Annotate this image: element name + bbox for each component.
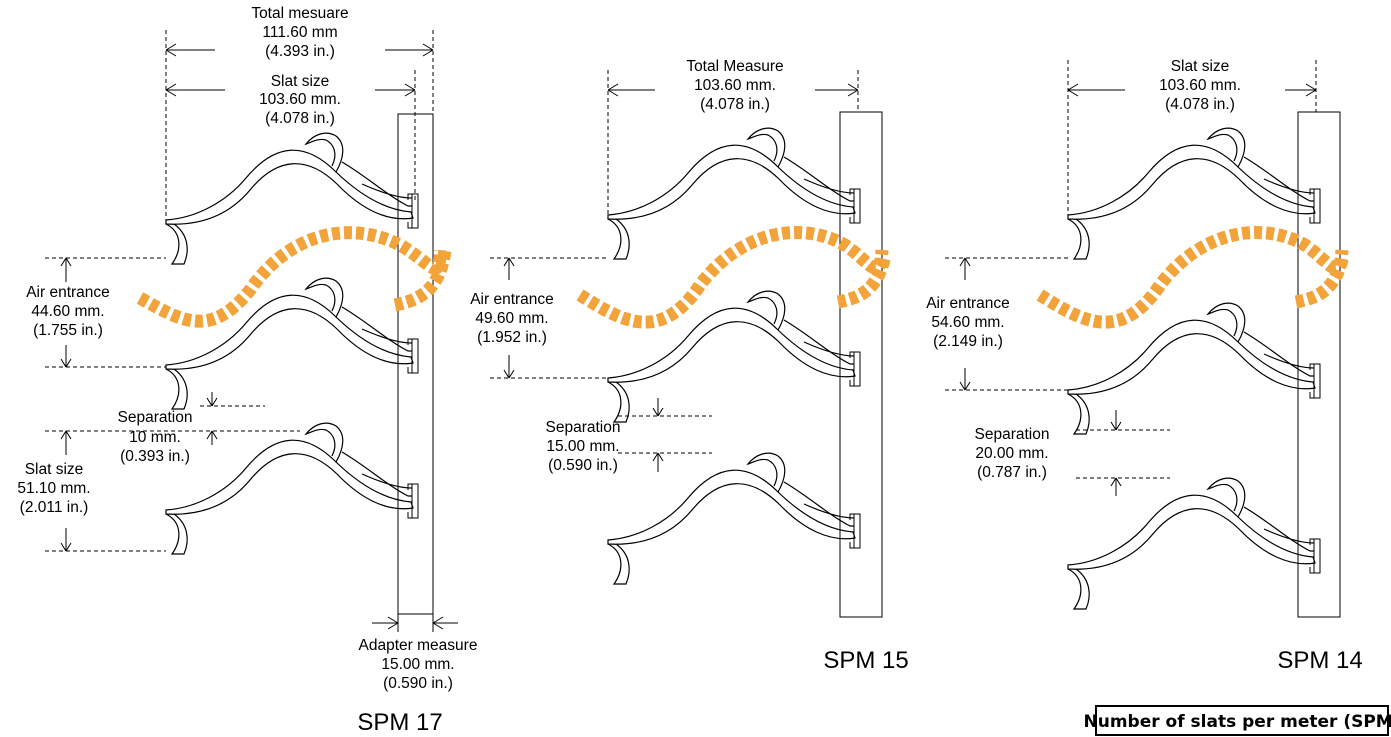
spm14-separation-label: Separation [975, 426, 1050, 443]
spm15-total-in: (4.078 in.) [700, 96, 770, 113]
spm17-air-in: (1.755 in.) [33, 322, 103, 339]
spm17-separation-dimension [206, 392, 218, 445]
spm15-title: SPM 15 [823, 647, 908, 674]
spm17-adapter-in: (0.590 in.) [383, 675, 453, 692]
spm15-slat-2 [607, 290, 861, 423]
spm17-adapter-dimension [372, 616, 458, 630]
spm17-air-label: Air entrance [26, 284, 110, 301]
spm14-airflow-arrow [1036, 226, 1349, 329]
spm17-total-label: Total mesuare [251, 5, 348, 22]
spm17-title: SPM 17 [357, 709, 442, 736]
spm14-separation-in: (0.787 in.) [977, 464, 1047, 481]
spm17-slat-3 [165, 422, 419, 555]
spm15-group: Total Measure 103.60 mm. (4.078 in.) Air… [470, 55, 909, 674]
spm15-total-label: Total Measure [686, 58, 783, 75]
spm14-air-in: (2.149 in.) [933, 333, 1003, 350]
spm17-separation-in: (0.393 in.) [120, 448, 190, 465]
spm17-total-in: (4.393 in.) [265, 43, 335, 60]
spm17-separation-mm: 10 mm. [129, 429, 181, 446]
spm17-slat-label: Slat size [271, 73, 330, 90]
spm15-separation-label: Separation [546, 419, 621, 436]
spm15-total-mm: 103.60 mm. [694, 77, 776, 94]
spm14-rail [1297, 111, 1341, 618]
spm14-group: Slat size 103.60 mm. (4.078 in.) Air ent… [926, 55, 1363, 674]
spm14-separation-mm: 20.00 mm. [975, 445, 1048, 462]
spm17-air-dimension [60, 257, 72, 368]
spm17-group: Total mesuare 111.60 mm (4.393 in.) Slat… [17, 2, 477, 736]
spm17-total-mm: 111.60 mm [262, 24, 337, 41]
spm17-airflow-arrow [136, 226, 447, 328]
spm17-slat-2 [165, 277, 419, 410]
spm15-rail [839, 111, 883, 618]
spm17-slat-in: (4.078 in.) [265, 110, 335, 127]
spm15-air-mm: 49.60 mm. [475, 310, 548, 327]
legend-box: Number of slats per meter (SPM) [1084, 705, 1391, 736]
spm15-air-label: Air entrance [470, 291, 554, 308]
spm17-slat-side-label: Slat size [25, 461, 84, 478]
legend-label: Number of slats per meter (SPM) [1084, 712, 1391, 732]
spm14-air-mm: 54.60 mm. [931, 314, 1004, 331]
spm14-slat-label: Slat size [1171, 58, 1230, 75]
spm14-airflow-tail [1294, 253, 1350, 309]
spm15-airflow-arrow [576, 226, 889, 329]
spm15-separation-dimension [652, 398, 664, 472]
spm17-separation-label: Separation [118, 409, 193, 426]
spm17-slat-side-mm: 51.10 mm. [17, 480, 90, 497]
spm14-title: SPM 14 [1277, 647, 1362, 674]
spm15-separation-in: (0.590 in.) [548, 457, 618, 474]
spm17-airflow-tail [393, 248, 452, 312]
spm14-slat-in: (4.078 in.) [1165, 96, 1235, 113]
spm17-slat-mm: 103.60 mm. [259, 91, 341, 108]
spm17-air-mm: 44.60 mm. [31, 303, 104, 320]
spm14-air-dimension [959, 257, 971, 391]
spm15-air-dimension [503, 257, 515, 379]
spm17-adapter-mm: 15.00 mm. [381, 656, 454, 673]
spm14-slat-mm: 103.60 mm. [1159, 77, 1241, 94]
spm15-separation-mm: 15.00 mm. [546, 438, 619, 455]
spm17-slat-side-in: (2.011 in.) [20, 499, 89, 516]
spm17-adapter-label: Adapter measure [359, 637, 478, 654]
spm14-air-label: Air entrance [926, 295, 1010, 312]
spm15-slat-3 [607, 452, 861, 585]
spm14-slat-3 [1067, 477, 1321, 610]
spm17-slat-side-dimension [60, 430, 72, 552]
spm14-separation-dimension [1110, 410, 1122, 496]
spm15-airflow-tail [836, 253, 892, 309]
spm15-air-in: (1.952 in.) [477, 329, 547, 346]
